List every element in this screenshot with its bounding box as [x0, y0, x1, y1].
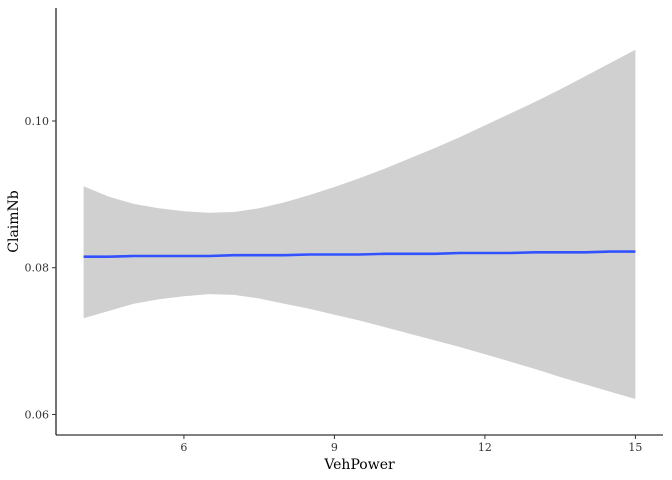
- x-tick-label: 15: [628, 441, 642, 454]
- confidence-band: [83, 49, 636, 400]
- y-axis-title: ClaimNb: [6, 190, 22, 253]
- plot-area: [83, 49, 636, 400]
- x-axis-title: VehPower: [323, 457, 395, 473]
- x-tick-label: 6: [180, 441, 187, 454]
- x-axis-ticks: 6 9 12 15: [180, 435, 642, 454]
- y-tick-label: 0.10: [25, 115, 50, 128]
- y-axis-ticks: 0.06 0.08 0.10: [25, 115, 56, 421]
- y-tick-label: 0.08: [25, 262, 50, 275]
- x-tick-label: 9: [331, 441, 338, 454]
- fit-line: [83, 250, 636, 259]
- y-tick-label: 0.06: [25, 408, 50, 421]
- x-tick-label: 12: [478, 441, 492, 454]
